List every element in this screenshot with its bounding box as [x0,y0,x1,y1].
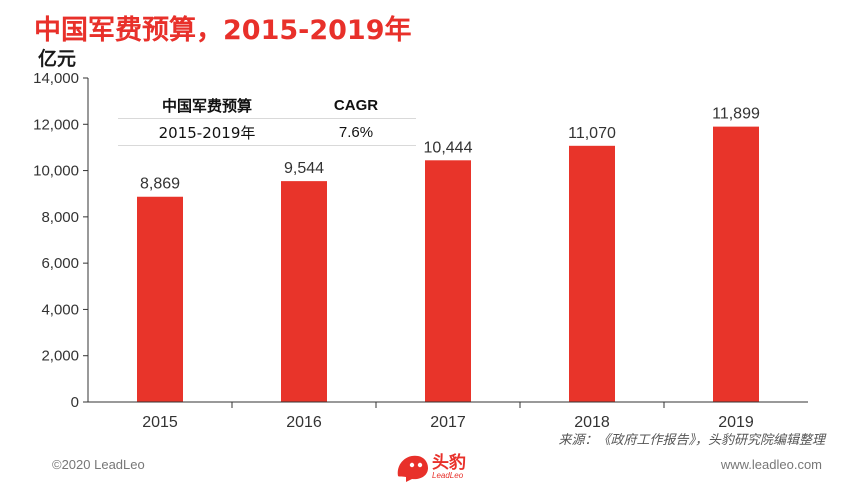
cagr-table: 中国军费预算 CAGR 2015-2019年 7.6% [118,92,416,146]
y-tick-label: 2,000 [41,348,79,365]
bar-2016 [281,181,327,402]
copyright-text: ©2020 LeadLeo [52,457,145,472]
y-tick-label: 14,000 [33,70,79,87]
value-label-2018: 11,070 [568,125,616,142]
cagr-table-col1-header: 中国军费预算 [161,96,252,115]
y-tick-label: 10,000 [33,163,79,180]
logo-subtext: LeadLeo [432,471,464,480]
bar-2019 [713,126,759,403]
x-tick-label: 2018 [574,414,610,431]
cagr-table-value-row: 2015-2019年 7.6% [118,119,416,146]
page-title: 中国军费预算，2015-2019年 [34,15,412,46]
x-tick-label: 2019 [718,414,754,431]
y-tick-label: 0 [71,394,79,411]
value-label-2016: 9,544 [284,160,324,177]
cagr-table-col2-header: CAGR [333,96,379,114]
leadleo-logo-icon [397,455,428,482]
y-tick-label: 4,000 [41,301,79,318]
x-tick-label: 2016 [286,414,322,431]
cagr-table-rate: 7.6% [338,123,374,141]
y-tick-label: 12,000 [33,116,79,133]
y-tick-label: 6,000 [41,255,79,272]
bar-2015 [137,196,183,402]
value-label-2017: 10,444 [424,139,473,156]
x-tick-label: 2015 [142,414,178,431]
bar-chart: 02,0004,0006,0008,00010,00012,00014,000 … [33,70,808,431]
website-link[interactable]: www.leadleo.com [720,457,822,472]
value-label-2015: 8,869 [140,176,180,193]
cagr-table-header-row: 中国军费预算 CAGR [118,92,416,119]
logo-text: 头豹 [432,453,466,473]
value-label-2019: 11,899 [712,106,760,123]
bar-2017 [425,160,471,402]
y-axis-unit-label: 亿元 [38,48,77,70]
bar-2018 [569,145,615,402]
y-tick-label: 8,000 [41,209,79,226]
x-tick-label: 2017 [430,414,466,431]
cagr-table-period: 2015-2019年 [158,123,256,142]
source-note: 来源：《政府工作报告》，头豹研究院编辑整理 [558,433,825,448]
